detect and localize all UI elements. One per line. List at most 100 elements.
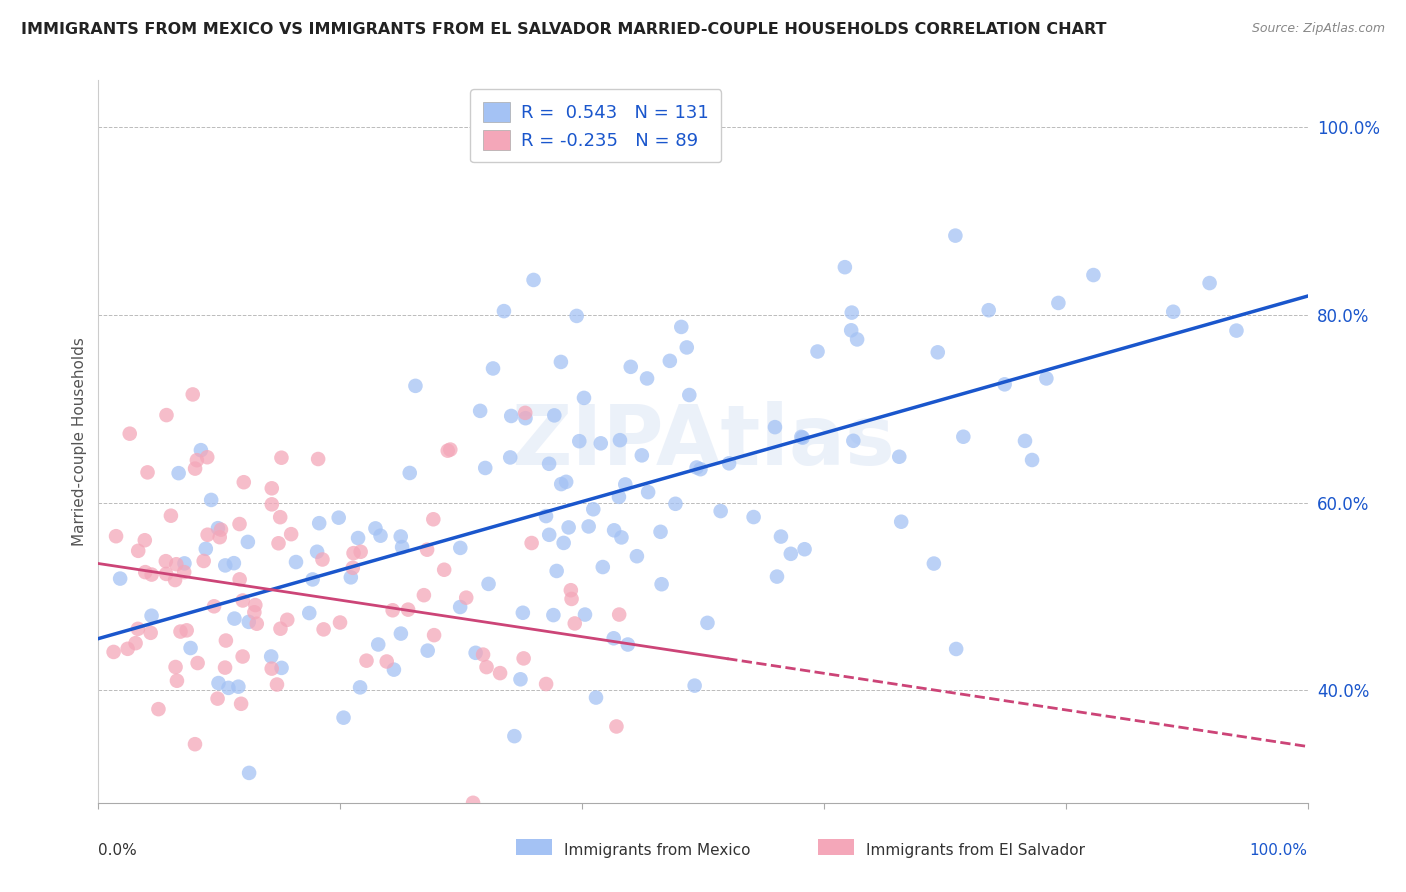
Point xyxy=(312,623,335,637)
Point xyxy=(245,598,267,612)
Point xyxy=(117,641,139,656)
Point xyxy=(671,320,693,334)
Point xyxy=(806,344,828,359)
Point xyxy=(232,649,254,664)
Point xyxy=(202,599,225,614)
Point xyxy=(651,577,673,591)
Point xyxy=(389,529,412,543)
Point xyxy=(307,545,329,559)
Point xyxy=(742,510,765,524)
Point xyxy=(398,466,420,480)
Point xyxy=(186,453,208,467)
Point xyxy=(301,573,323,587)
Point xyxy=(565,309,588,323)
Point xyxy=(572,391,595,405)
Legend: R =  0.543   N = 131, R = -0.235   N = 89: R = 0.543 N = 131, R = -0.235 N = 89 xyxy=(470,89,721,162)
Point xyxy=(232,593,254,607)
Point xyxy=(367,638,389,652)
Point xyxy=(194,541,217,556)
Point xyxy=(763,420,786,434)
Point xyxy=(1021,453,1043,467)
Point xyxy=(889,450,911,464)
Point xyxy=(607,490,630,504)
Point xyxy=(260,497,283,511)
Point xyxy=(841,305,863,319)
Point xyxy=(270,661,292,675)
Point xyxy=(342,561,364,575)
Point xyxy=(630,448,652,462)
Point xyxy=(195,450,218,465)
Point xyxy=(433,563,456,577)
Point xyxy=(842,434,865,448)
Point xyxy=(461,796,484,810)
Point xyxy=(945,642,967,657)
Point xyxy=(285,555,308,569)
Point xyxy=(269,510,291,524)
Point xyxy=(364,521,387,535)
Point xyxy=(696,615,718,630)
Point xyxy=(834,260,856,275)
Point xyxy=(416,643,439,657)
Point xyxy=(553,536,575,550)
Point xyxy=(464,646,486,660)
Point xyxy=(224,611,246,625)
Point xyxy=(472,648,495,662)
Point xyxy=(207,676,229,690)
Point xyxy=(538,528,561,542)
Point xyxy=(637,485,659,500)
Point xyxy=(350,545,373,559)
Point xyxy=(391,540,413,554)
Point xyxy=(534,509,557,524)
Point xyxy=(396,602,419,616)
Point xyxy=(620,359,643,374)
Point xyxy=(1047,296,1070,310)
Point xyxy=(578,519,600,533)
Point xyxy=(370,529,392,543)
Point xyxy=(609,433,631,447)
Point xyxy=(766,569,789,583)
Point xyxy=(977,303,1000,318)
Point xyxy=(118,426,141,441)
Point xyxy=(190,443,212,458)
Point xyxy=(543,608,565,623)
Point xyxy=(217,681,239,695)
Point xyxy=(260,481,283,495)
Point xyxy=(499,450,522,465)
Point xyxy=(328,510,350,524)
Point xyxy=(846,333,869,347)
Point xyxy=(165,573,187,587)
Point xyxy=(176,624,198,638)
Point xyxy=(127,622,149,636)
Point xyxy=(193,554,215,568)
Point xyxy=(382,663,405,677)
Point xyxy=(557,520,579,534)
Point xyxy=(308,516,330,531)
Point xyxy=(184,737,207,751)
Point xyxy=(927,345,949,359)
Point xyxy=(610,530,633,544)
Point xyxy=(603,524,626,538)
Point xyxy=(160,508,183,523)
Point xyxy=(347,531,370,545)
Point xyxy=(636,371,658,385)
Point xyxy=(165,660,187,674)
Point xyxy=(520,536,543,550)
Point xyxy=(793,542,815,557)
Text: Immigrants from Mexico: Immigrants from Mexico xyxy=(564,843,751,857)
Point xyxy=(839,323,862,337)
Point xyxy=(228,680,250,694)
Point xyxy=(650,524,672,539)
Point xyxy=(543,409,565,423)
Point xyxy=(1014,434,1036,448)
Point xyxy=(215,633,238,648)
Point xyxy=(307,452,329,467)
Point xyxy=(342,546,364,560)
Point xyxy=(585,690,607,705)
Point xyxy=(269,622,291,636)
Point xyxy=(276,613,298,627)
Point xyxy=(134,533,156,548)
Point xyxy=(207,521,229,535)
Point xyxy=(105,529,128,543)
Point xyxy=(243,605,266,619)
Point xyxy=(718,456,741,470)
